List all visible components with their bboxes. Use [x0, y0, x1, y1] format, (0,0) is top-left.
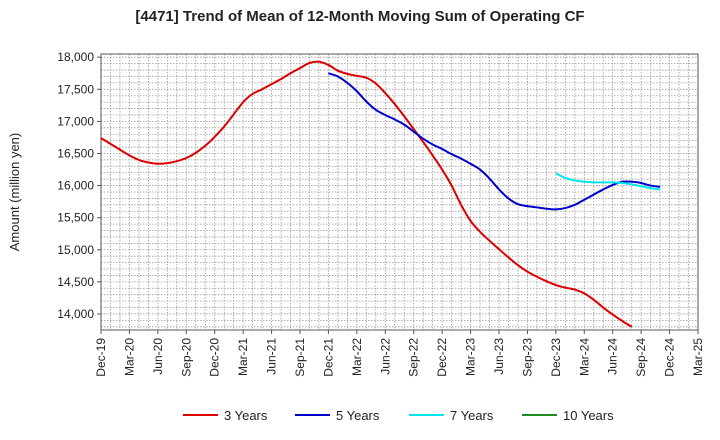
grid-lines — [101, 54, 698, 330]
series-lines — [100, 60, 661, 328]
x-tick-label: Dec-23 — [549, 338, 563, 377]
x-tick-label: Jun-23 — [492, 338, 506, 375]
y-axis-ticks: 14,000 14,500 15,000 15,500 16,000 16,500 17,0… — [57, 50, 101, 321]
legend-label-3-years: 3 Years — [224, 408, 268, 423]
x-tick-label: Sep-22 — [407, 338, 421, 377]
chart-title: [4471] Trend of Mean of 12-Month Moving … — [135, 8, 585, 25]
y-tick-label: 14,000 — [57, 307, 94, 321]
x-tick-label: Mar-23 — [464, 338, 478, 376]
x-tick-label: Mar-20 — [122, 338, 136, 376]
y-tick-label: 16,000 — [57, 179, 94, 193]
y-tick-label: 14,500 — [57, 275, 94, 289]
x-tick-label: Mar-25 — [691, 338, 705, 376]
y-tick-label: 16,500 — [57, 146, 94, 160]
y-tick-label: 15,000 — [57, 243, 94, 257]
x-tick-label: Dec-19 — [94, 338, 108, 377]
x-tick-label: Jun-24 — [606, 338, 620, 375]
legend-label-5-years: 5 Years — [336, 408, 380, 423]
legend: 3 Years 5 Years 7 Years 10 Years — [183, 408, 614, 423]
x-tick-label: Jun-20 — [151, 338, 165, 375]
x-tick-label: Mar-22 — [350, 338, 364, 376]
x-tick-label: Mar-21 — [236, 338, 250, 376]
legend-label-7-years: 7 Years — [450, 408, 494, 423]
x-tick-label: Sep-21 — [293, 338, 307, 377]
y-tick-label: 18,000 — [57, 50, 94, 64]
series-line-5-years — [328, 72, 661, 211]
x-tick-label: Dec-20 — [208, 338, 222, 377]
x-tick-label: Mar-24 — [577, 338, 591, 376]
series-line-7-years — [555, 172, 661, 191]
x-tick-label: Jun-21 — [265, 338, 279, 375]
x-tick-label: Jun-22 — [378, 338, 392, 375]
y-tick-label: 15,500 — [57, 211, 94, 225]
series-line-3-years — [100, 60, 633, 328]
plot-frame — [100, 53, 699, 331]
y-tick-label: 17,500 — [57, 82, 94, 96]
x-tick-label: Sep-20 — [179, 338, 193, 377]
legend-label-10-years: 10 Years — [563, 408, 614, 423]
x-tick-label: Dec-22 — [435, 338, 449, 377]
x-axis-ticks: Dec-19 Mar-20 Jun-20 Sep-20 Dec-20 Mar-21 Jun-… — [94, 330, 705, 377]
y-axis-label: Amount (million yen) — [7, 133, 22, 252]
x-tick-label: Sep-24 — [634, 338, 648, 377]
y-tick-label: 17,000 — [57, 114, 94, 128]
x-tick-label: Sep-23 — [520, 338, 534, 377]
x-tick-label: Dec-24 — [663, 338, 677, 377]
x-tick-label: Dec-21 — [321, 338, 335, 377]
